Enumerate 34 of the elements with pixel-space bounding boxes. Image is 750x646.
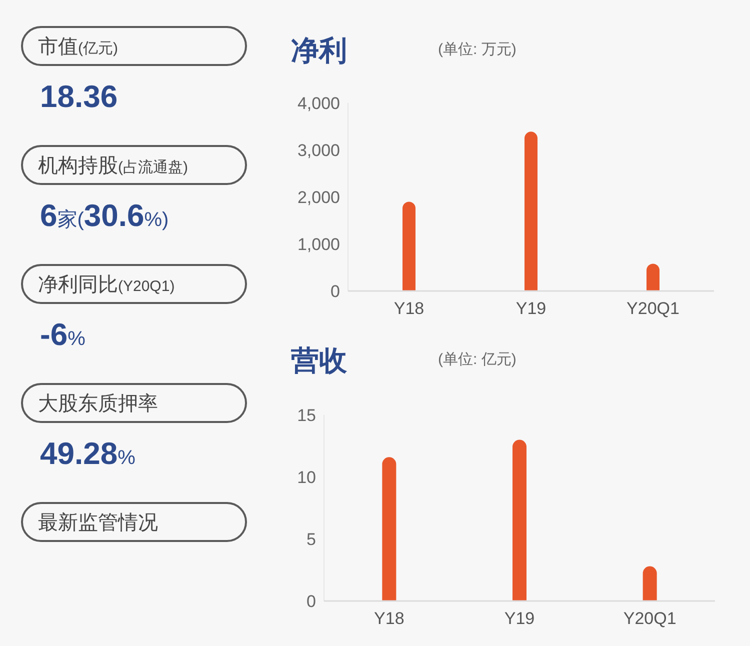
x-tick-label: Y18: [394, 299, 424, 318]
bar: [512, 440, 526, 601]
text: 最新监管情况: [38, 512, 158, 534]
x-tick-label: Y20Q1: [623, 609, 676, 628]
y-tick-label: 10: [297, 468, 316, 487]
y-tick-label: 4,000: [297, 94, 340, 113]
x-tick-label: Y18: [374, 609, 404, 628]
text: 6家(30.6%): [40, 198, 169, 233]
bar: [382, 457, 396, 601]
chart-title: 营收: [290, 345, 348, 376]
y-tick-label: 0: [306, 592, 316, 611]
chart-subtitle: (单位: 万元): [438, 41, 516, 58]
y-tick-label: 0: [330, 282, 340, 301]
x-tick-label: Y19: [504, 609, 535, 628]
text: 净利同比(Y20Q1): [38, 274, 175, 296]
y-tick-label: 3,000: [297, 141, 340, 160]
y-tick-label: 15: [297, 406, 316, 425]
x-tick-label: Y19: [516, 299, 546, 318]
text: 18.36: [40, 79, 118, 114]
y-tick-label: 2,000: [297, 188, 340, 207]
text: -6%: [40, 317, 86, 352]
chart-subtitle: (单位: 亿元): [438, 351, 516, 368]
text: 市值(亿元): [38, 36, 118, 58]
bar: [642, 566, 657, 601]
text: 大股东质押率: [38, 393, 158, 415]
chart-title: 净利: [291, 35, 347, 66]
y-tick-label: 5: [306, 530, 316, 549]
y-tick-label: 1,000: [297, 235, 340, 254]
bar: [646, 264, 660, 291]
x-tick-label: Y20Q1: [626, 299, 680, 318]
text: 机构持股(占流通盘): [38, 155, 188, 177]
text: 49.28%: [40, 436, 136, 471]
bar: [524, 132, 538, 291]
bar: [402, 202, 416, 291]
